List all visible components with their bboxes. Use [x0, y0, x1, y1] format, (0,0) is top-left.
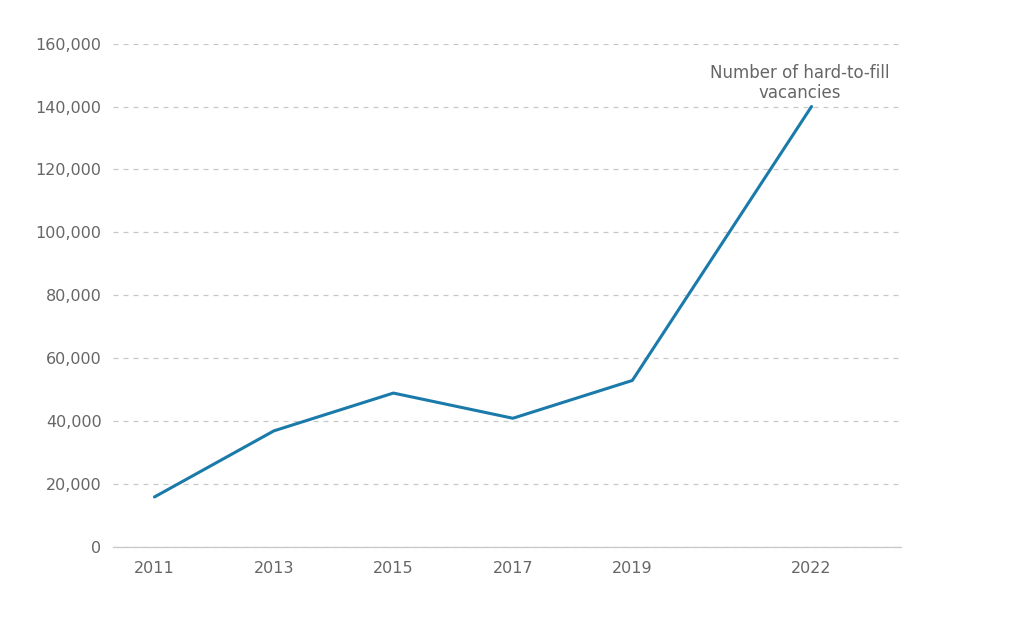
Text: Number of hard-to-fill
vacancies: Number of hard-to-fill vacancies — [710, 63, 889, 103]
